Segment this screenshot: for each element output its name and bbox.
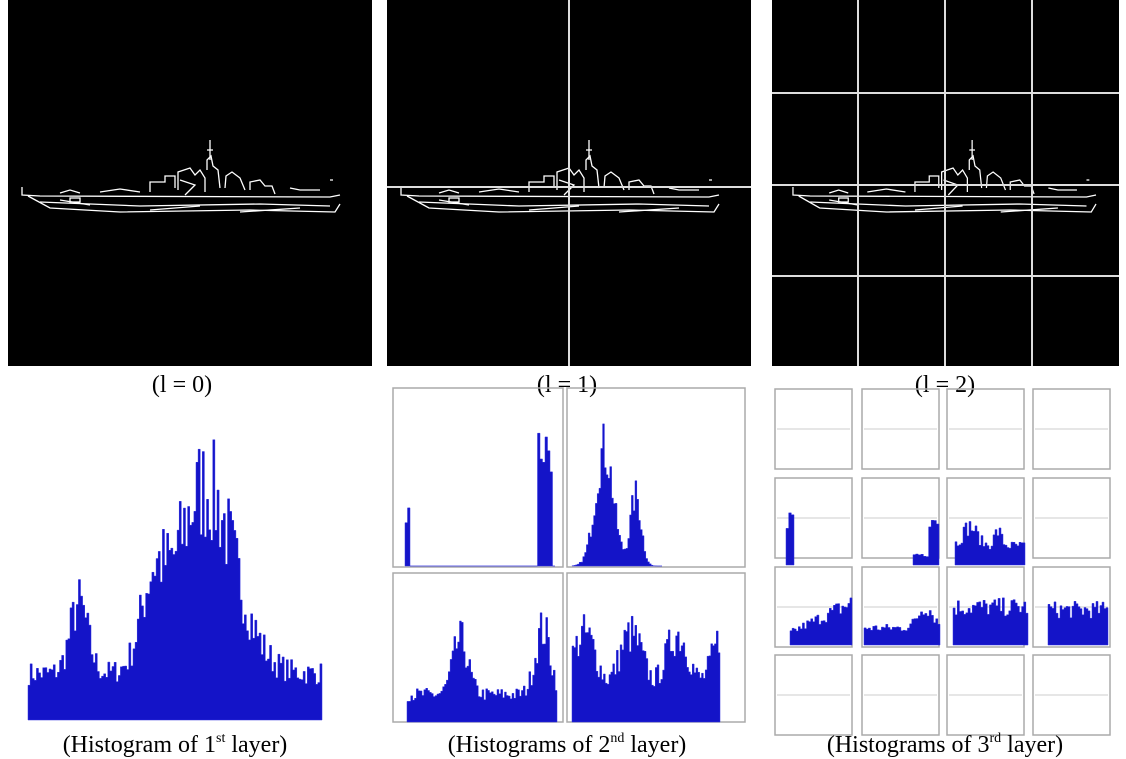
histogram-shape: [955, 521, 1025, 565]
caption-text: (Histograms of 3: [827, 732, 990, 758]
histogram-shape: [28, 440, 322, 720]
caption-text: layer): [1001, 732, 1063, 758]
caption-text: layer): [624, 732, 686, 758]
histogram-shape: [572, 424, 662, 566]
caption-sup: rd: [990, 731, 1002, 746]
histogram-shape: [572, 614, 720, 722]
caption-text: (Histogram of 1: [63, 732, 216, 758]
caption: (Histogram of 1st layer): [63, 731, 288, 758]
page: {"captions": [ {"text": "(l = 0)"}, {"te…: [0, 0, 1126, 759]
histogram-shape: [790, 598, 852, 645]
histogram-shape: [407, 613, 557, 722]
histogram-shape: [1048, 601, 1108, 645]
caption: (Histograms of 3rd layer): [827, 731, 1063, 758]
caption-sup: st: [216, 731, 225, 746]
histograms: [28, 388, 1110, 735]
histogram-shape: [405, 433, 555, 566]
caption-text: layer): [225, 732, 287, 758]
caption: (l = 2): [915, 372, 975, 398]
histogram-shape: [953, 598, 1028, 645]
histogram-shape: [864, 610, 940, 645]
caption-sup: nd: [610, 731, 624, 746]
figure: (l = 0) (l = 1) (l = 2) (Histogram of 1s…: [0, 0, 1126, 759]
caption: (Histograms of 2nd layer): [448, 731, 687, 758]
histogram-shape: [913, 520, 939, 565]
caption: (l = 0): [152, 372, 212, 398]
histogram-shape: [786, 513, 794, 565]
caption-text: (Histograms of 2: [448, 732, 611, 758]
